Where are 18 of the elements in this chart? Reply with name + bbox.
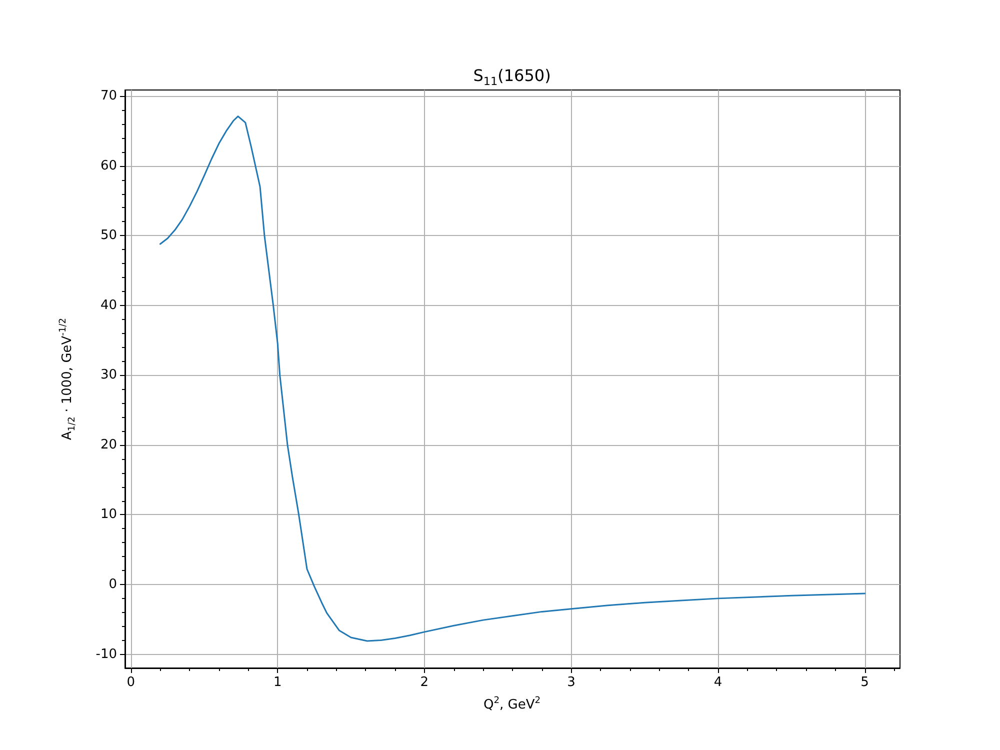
x-tick-label: 1 <box>274 675 282 690</box>
x-tick-label: 0 <box>126 675 136 690</box>
line-series <box>159 116 866 642</box>
y-tick-label: 40 <box>100 298 117 313</box>
x-axis-title: Q$^{2}$, GeV$^{2}$ <box>483 696 541 712</box>
y-tick-label: 60 <box>100 158 117 174</box>
x-tick-label: 2 <box>420 675 429 690</box>
y-tick-label: -10 <box>96 646 117 662</box>
y-tick-label: 20 <box>100 437 117 452</box>
y-tick-label: 10 <box>100 507 117 522</box>
y-tick-label: 70 <box>100 88 117 104</box>
chart-title: S$_{11}$(1650) <box>473 66 551 88</box>
y-tick-label: 50 <box>100 228 117 244</box>
x-tick-label: 5 <box>860 675 869 690</box>
x-tick-label: 3 <box>567 675 576 690</box>
y-tick-label: 0 <box>108 576 117 592</box>
x-tick-label: 4 <box>714 675 722 690</box>
y-tick-label: 30 <box>100 368 117 383</box>
